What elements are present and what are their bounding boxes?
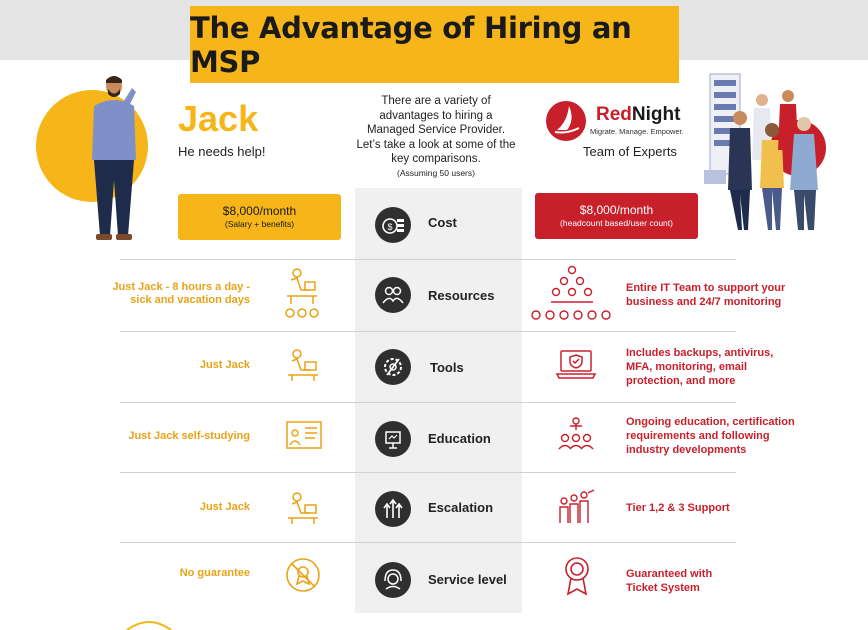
row-divider xyxy=(120,259,736,260)
category-education: Education xyxy=(428,431,491,446)
laptop-shield-icon xyxy=(555,350,597,379)
msp-price-note: (headcount based/user count) xyxy=(560,218,673,228)
row-divider xyxy=(120,472,736,473)
category-resources: Resources xyxy=(428,288,495,303)
title-banner: The Advantage of Hiring an MSP xyxy=(190,6,679,83)
category-column xyxy=(355,188,522,613)
intro-text-block: There are a variety of advantages to hir… xyxy=(356,94,516,179)
row-divider xyxy=(120,331,736,332)
category-escalation: Escalation xyxy=(428,500,494,515)
msp-tools-text: Includes backups, antivirus, MFA, monito… xyxy=(626,347,774,387)
team-pyramid-icon xyxy=(531,265,611,320)
growth-team-icon xyxy=(559,489,595,523)
msp-escalation-text: Tier 1,2 & 3 Support xyxy=(626,502,730,514)
svg-text:$: $ xyxy=(387,222,392,232)
no-guarantee-icon xyxy=(286,558,320,592)
coins-icon: $ xyxy=(375,207,411,243)
jack-price: $8,000/month xyxy=(222,204,297,218)
desk-worker-icon xyxy=(288,349,318,381)
msp-price-box: $8,000/month (headcount based/user count… xyxy=(535,193,698,239)
education-group-icon xyxy=(558,417,594,450)
msp-service-text: Guaranteed with Ticket System xyxy=(626,568,713,594)
rednight-brand: RedNight xyxy=(596,104,680,126)
team-illustration xyxy=(704,73,826,230)
award-ribbon-icon xyxy=(565,557,589,596)
desk-worker-icon xyxy=(288,492,318,524)
jack-name: Jack xyxy=(178,98,259,139)
desk-worker-icon xyxy=(285,268,319,318)
category-service-level: Service level xyxy=(428,572,507,587)
jack-resources-text: Just Jack - 8 hours a day - sick and vac… xyxy=(112,281,250,306)
page-title: The Advantage of Hiring an MSP xyxy=(190,10,632,79)
decorative-circle xyxy=(126,621,172,630)
jack-tools-text: Just Jack xyxy=(199,359,250,371)
arrows-up-icon xyxy=(375,491,411,527)
rednight-team: Team of Experts xyxy=(583,144,677,159)
jack-illustration xyxy=(92,76,136,240)
jack-escalation-text: Just Jack xyxy=(199,501,250,513)
msp-education-text: Ongoing education, certification require… xyxy=(626,416,795,456)
people-icon xyxy=(375,277,411,313)
rednight-logo-icon xyxy=(546,101,586,141)
headset-icon xyxy=(375,562,411,598)
msp-price: $8,000/month xyxy=(579,203,654,217)
row-divider xyxy=(120,402,736,403)
rednight-tagline: Migrate. Manage. Empower. xyxy=(590,127,684,136)
classroom-icon xyxy=(286,421,322,449)
brand-red-part: Red xyxy=(596,104,632,125)
category-cost: Cost xyxy=(428,215,457,230)
intro-note: (Assuming 50 users) xyxy=(397,167,475,178)
intro-text: There are a variety of advantages to hir… xyxy=(356,95,516,165)
category-tools: Tools xyxy=(430,360,464,375)
jack-education-text: Just Jack self-studying xyxy=(128,430,250,442)
presentation-icon xyxy=(375,421,411,457)
row-divider xyxy=(120,542,736,543)
jack-price-note: (Salary + benefits) xyxy=(224,219,295,229)
gear-wrench-icon xyxy=(375,349,411,385)
brand-dark-part: Night xyxy=(631,104,681,125)
jack-subtitle: He needs help! xyxy=(178,144,266,159)
jack-service-text: No guarantee xyxy=(179,567,250,579)
jack-price-box: $8,000/month (Salary + benefits) xyxy=(178,194,341,240)
msp-resources-text: Entire IT Team to support your business … xyxy=(626,282,786,308)
